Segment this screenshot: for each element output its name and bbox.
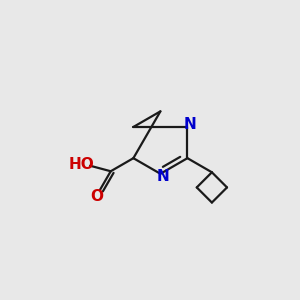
Text: N: N	[156, 169, 169, 184]
Text: HO: HO	[69, 157, 94, 172]
Text: N: N	[183, 117, 196, 132]
Text: O: O	[91, 189, 103, 204]
